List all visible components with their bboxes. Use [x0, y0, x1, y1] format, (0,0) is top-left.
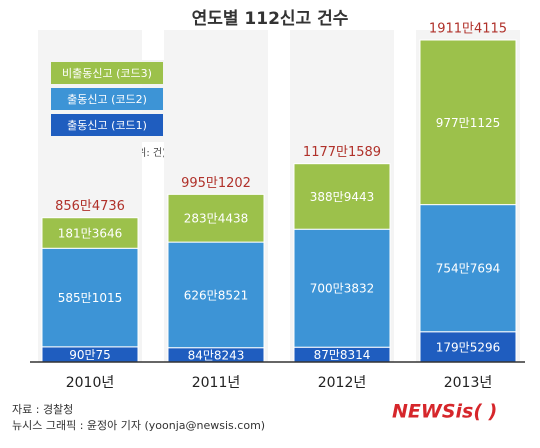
- bar-segment: [167, 193, 265, 243]
- bar-segment: [167, 241, 265, 349]
- x-tick-label: 2010년: [66, 375, 115, 391]
- bar-segment: [419, 204, 517, 333]
- bar-segment: [41, 247, 139, 348]
- source: 자료 : 경찰청: [12, 403, 73, 416]
- data-label: 90만75: [69, 348, 111, 362]
- x-tick-label: 2013년: [444, 375, 493, 391]
- chart-title: 연도별 112신고 건수: [192, 9, 349, 29]
- total-label: 1911만4115: [429, 22, 507, 37]
- bar-segment: [293, 163, 391, 230]
- total-label: 856만4736: [55, 199, 125, 214]
- legend-swatch: [51, 114, 163, 136]
- data-label: 283만4438: [184, 212, 248, 226]
- bar-segment: [41, 217, 139, 249]
- logo: NEWSis( ): [392, 401, 497, 423]
- total-label: 1177만1589: [303, 145, 381, 160]
- data-label: 388만9443: [310, 190, 374, 204]
- x-tick-label: 2012년: [318, 375, 367, 391]
- data-label: 977만1125: [436, 116, 500, 130]
- data-label: 754만7694: [436, 262, 500, 276]
- data-label: 87만8314: [314, 348, 371, 362]
- legend-swatch: [51, 62, 163, 84]
- bar-segment: [293, 228, 391, 348]
- x-tick-label: 2011년: [192, 375, 241, 391]
- data-label: 181만3646: [58, 226, 122, 240]
- total-label: 995만1202: [181, 176, 251, 191]
- legend-label: 비출동신고 (코드3): [62, 67, 152, 80]
- bar-segment: [419, 39, 517, 206]
- data-label: 84만8243: [188, 348, 245, 362]
- legend-label: 출동신고 (코드2): [67, 93, 147, 106]
- data-label: 585만1015: [58, 291, 122, 305]
- credit: 뉴시스 그래픽 : 윤정아 기자 (yoonja@newsis.com): [12, 419, 265, 432]
- data-label: 700만3832: [310, 282, 374, 296]
- data-label: 626만8521: [184, 288, 248, 302]
- legend-label: 출동신고 (코드1): [67, 119, 147, 132]
- data-label: 179만5296: [436, 340, 500, 354]
- legend-swatch: [51, 88, 163, 110]
